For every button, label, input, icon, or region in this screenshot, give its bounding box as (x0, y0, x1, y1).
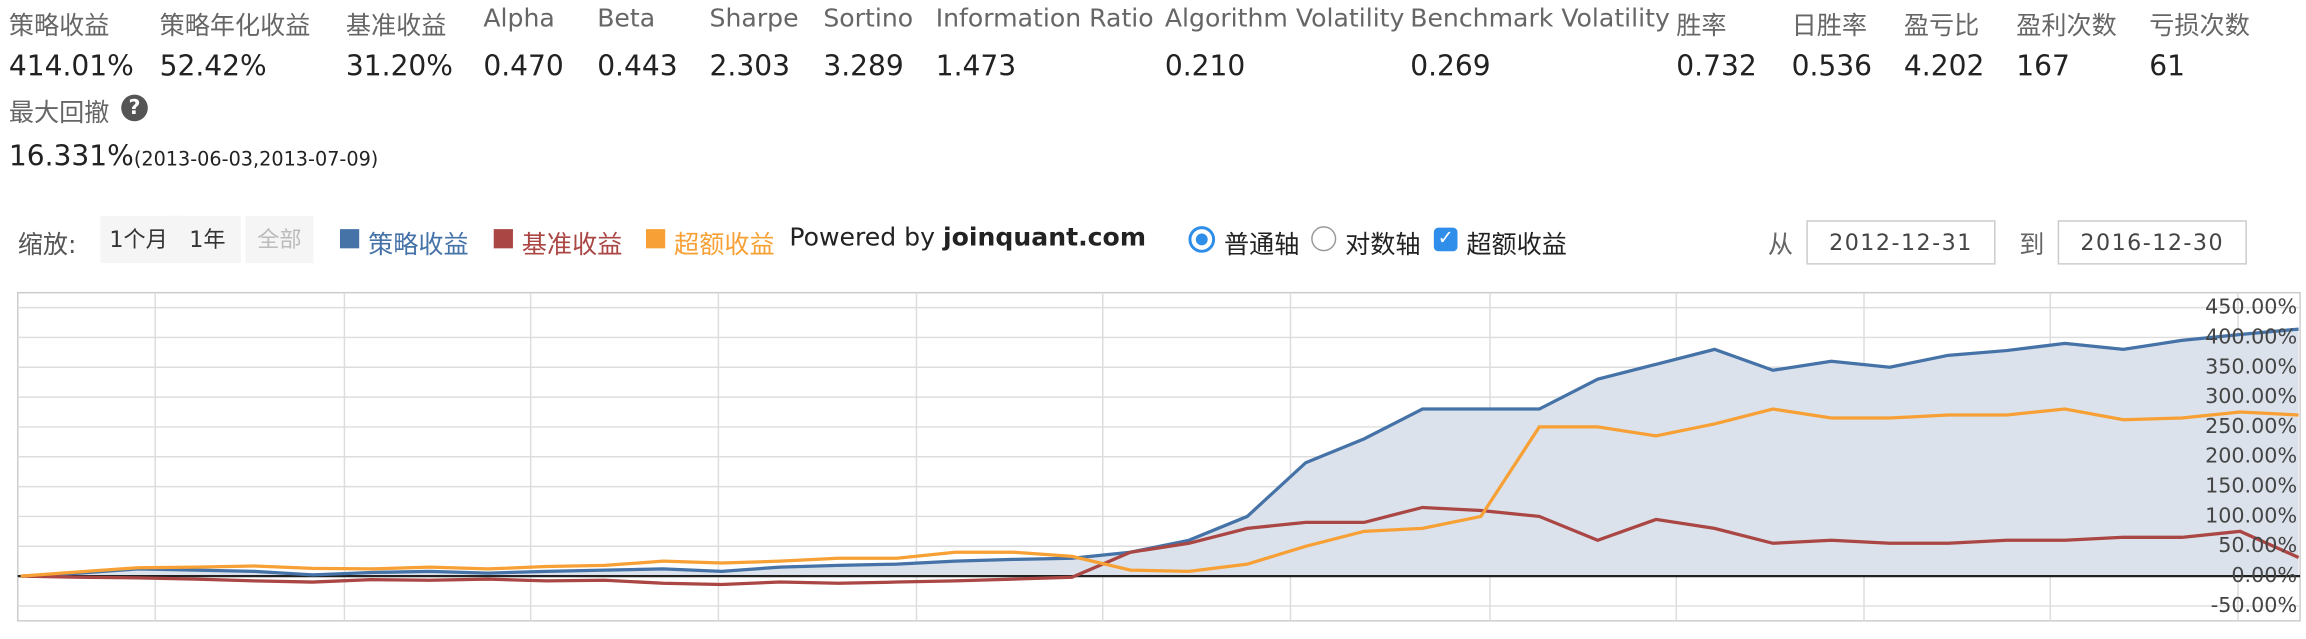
stat-value: 0.536 (1791, 50, 1873, 83)
radio-checked[interactable] (1188, 226, 1216, 253)
zoom-button[interactable]: 1个月 (100, 215, 177, 264)
legend-entry[interactable]: 策略收益 (368, 230, 469, 261)
y-tick-label: 450.00% (2205, 295, 2297, 319)
from-label: 从 (1767, 230, 1794, 261)
y-tick-label: 100.00% (2205, 503, 2297, 527)
stat-label: 策略年化收益 (159, 11, 311, 42)
to-date[interactable]: 2016-12-30 (2057, 220, 2247, 265)
stat-label: 亏损次数 (2149, 11, 2250, 42)
y-tick-label: 200.00% (2205, 444, 2297, 468)
stat-label: 盈亏比 (1903, 11, 1980, 42)
help-icon[interactable]: ? (121, 94, 148, 122)
y-tick-label: 400.00% (2205, 324, 2297, 348)
stat-value: 2.303 (709, 50, 790, 83)
stat-label: Beta (597, 4, 656, 34)
legend-swatch[interactable] (493, 229, 513, 249)
stat-value: 1.473 (935, 50, 1017, 83)
stat-value: 31.20% (345, 50, 453, 83)
stat-value: 0.269 (1410, 50, 1491, 83)
zoom-button[interactable]: 1年 (174, 215, 241, 264)
stat-value: 0.732 (1676, 50, 1757, 83)
legend-entry[interactable]: 基准收益 (521, 230, 623, 261)
axis-option[interactable]: 普通轴 (1223, 230, 1300, 261)
drawdown-period: (2013-06-03,2013-07-09) (133, 149, 379, 172)
powered-text: Powered by (789, 223, 936, 253)
stat-value: 61 (2149, 50, 2186, 83)
checkbox[interactable]: ✓ (1433, 227, 1458, 252)
stat-label: Sortino (823, 4, 914, 34)
excess-toggle[interactable]: 超额收益 (1466, 230, 1567, 261)
stat-value: 414.01% (8, 50, 134, 83)
stat-value: 3.289 (823, 50, 904, 83)
stat-value: 0.470 (483, 50, 564, 83)
site: joinquant.com (942, 223, 1147, 253)
y-tick-label: 150.00% (2205, 474, 2297, 498)
radio[interactable] (1311, 226, 1337, 252)
y-tick-label: 50.00% (2218, 533, 2297, 557)
y-tick-label: 0.00% (2231, 563, 2297, 587)
stat-value: 52.42% (159, 50, 267, 83)
stat-value: 4.202 (1903, 50, 1985, 83)
series-line (20, 407, 2299, 578)
stat-label: 胜率 (1676, 11, 1727, 42)
legend-entry[interactable]: 超额收益 (674, 230, 775, 261)
stat-label: Algorithm Volatility (1164, 4, 1405, 34)
stat-label: Sharpe (709, 4, 799, 34)
drawdown-pct: 16.331% (8, 140, 134, 173)
stat-value: 0.443 (597, 50, 678, 83)
area (20, 329, 2299, 577)
stat-label: 日胜率 (1791, 11, 1867, 42)
drawdown-label: 最大回撤 (8, 99, 110, 129)
stat-label: Information Ratio (935, 4, 1154, 34)
from-date[interactable]: 2012-12-31 (1806, 220, 1996, 265)
to-label: 到 (2019, 230, 2045, 261)
stat-value: 167 (2016, 50, 2070, 83)
y-tick-label: -50.00% (2211, 593, 2297, 617)
stat-label: Benchmark Volatility (1410, 4, 1670, 34)
legend-swatch[interactable] (645, 229, 666, 249)
stat-label: 策略收益 (8, 11, 110, 42)
stat-label: 基准收益 (345, 11, 447, 42)
stat-label: 盈利次数 (2016, 11, 2117, 42)
y-tick-label: 350.00% (2205, 354, 2297, 378)
axis-option[interactable]: 对数轴 (1345, 230, 1421, 261)
drawdown-value: 16.331%(2013-06-03,2013-07-09) (9, 140, 378, 173)
zoom-label: 缩放: (17, 230, 77, 261)
series-line (20, 505, 2300, 587)
zoom-button[interactable]: 全部 (245, 215, 314, 264)
y-tick-label: 250.00% (2205, 414, 2297, 438)
y-tick-label: 300.00% (2205, 384, 2297, 408)
stat-value: 0.210 (1164, 50, 1246, 83)
powered-by: Powered by joinquant.com (789, 223, 1146, 253)
stat-label: Alpha (483, 4, 555, 34)
legend-swatch[interactable] (339, 229, 360, 249)
chart: -50.00% 0.00% 50.00% 100.00% 150.00% 200.00% 2… (16, 291, 2301, 622)
